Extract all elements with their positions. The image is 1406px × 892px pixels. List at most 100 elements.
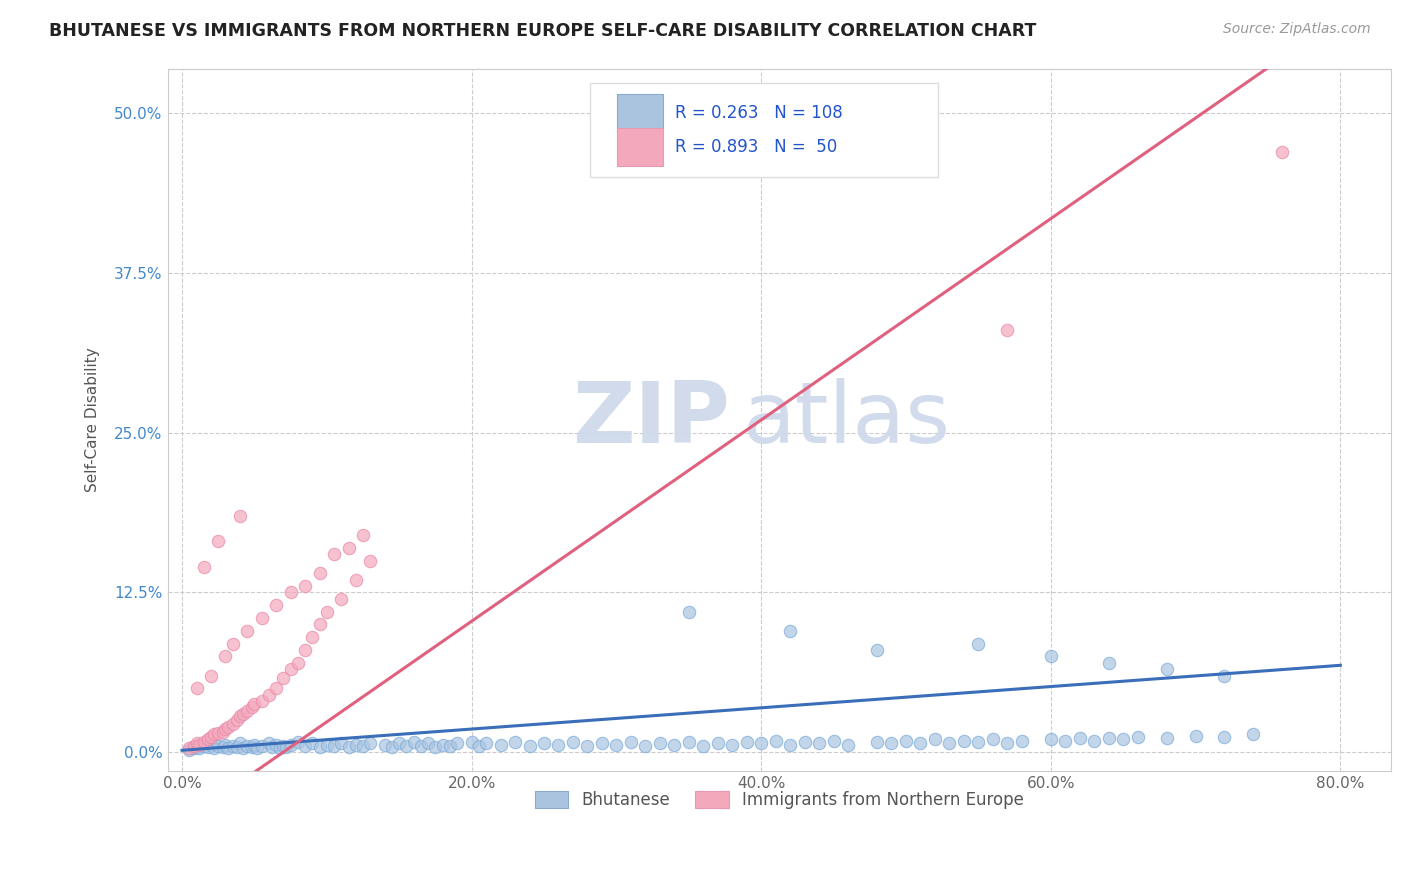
Point [337,740,360,755]
Point [202,727,225,741]
Point [294,739,316,753]
Point [1184,729,1206,743]
Point [1156,662,1178,676]
Point [276,740,298,755]
Point [460,735,482,749]
Point [439,739,461,753]
Point [200,730,222,744]
Point [200,738,222,752]
Point [1083,733,1105,747]
Point [323,739,346,753]
Point [183,739,205,753]
Point [193,739,215,753]
Text: atlas: atlas [742,378,950,461]
Point [207,534,229,549]
Point [214,649,236,664]
Point [222,717,245,731]
Point [280,738,302,752]
Point [503,735,526,749]
FancyBboxPatch shape [589,83,938,178]
Point [352,528,374,542]
Point [214,722,236,736]
Point [226,713,249,727]
Point [211,740,233,755]
Point [352,739,374,753]
Text: R = 0.263   N = 108: R = 0.263 N = 108 [675,103,844,122]
Point [1039,649,1062,664]
Point [519,739,541,753]
Point [264,599,287,613]
Point [197,732,219,747]
Text: R = 0.893   N =  50: R = 0.893 N = 50 [675,137,838,155]
Point [880,736,903,750]
Point [409,739,432,753]
Point [381,740,404,755]
Point [257,736,280,750]
Point [294,643,316,657]
Legend: Bhutanese, Immigrants from Northern Europe: Bhutanese, Immigrants from Northern Euro… [529,784,1031,816]
Point [186,681,208,696]
FancyBboxPatch shape [617,128,664,166]
Point [200,668,222,682]
Point [236,704,259,718]
Point [894,733,917,747]
Point [1156,731,1178,746]
Point [214,738,236,752]
Point [287,735,309,749]
Point [1011,733,1033,747]
Point [721,738,744,752]
Point [359,553,381,567]
Point [576,739,599,753]
Text: BHUTANESE VS IMMIGRANTS FROM NORTHERN EUROPE SELF-CARE DISABILITY CORRELATION CH: BHUTANESE VS IMMIGRANTS FROM NORTHERN EU… [49,22,1036,40]
Point [678,605,700,619]
Point [250,739,273,753]
Point [207,739,229,753]
Point [374,738,396,752]
Point [793,735,815,749]
Point [269,741,291,756]
Point [967,735,990,749]
Point [634,739,657,753]
Point [232,706,254,721]
Point [779,624,801,638]
Point [938,736,960,750]
Point [193,735,215,749]
Point [188,741,211,756]
FancyBboxPatch shape [617,94,664,132]
Point [280,662,302,676]
Point [359,736,381,750]
Point [735,735,758,749]
Point [186,736,208,750]
Point [229,709,252,723]
Point [648,736,671,750]
Point [236,739,259,753]
Point [246,741,269,756]
Point [260,740,283,755]
Point [193,560,215,574]
Point [222,739,245,753]
Point [692,739,714,753]
Point [1126,730,1149,744]
Point [562,735,585,749]
Point [402,735,425,749]
Point [232,741,254,756]
Point [1054,733,1077,747]
Point [967,637,990,651]
Point [1112,732,1135,747]
Point [489,738,512,752]
Point [808,736,831,750]
Point [475,736,498,750]
Point [1069,731,1091,746]
Point [323,547,346,561]
Point [308,566,330,581]
Point [1213,668,1236,682]
Point [243,738,266,752]
Point [287,656,309,670]
Point [315,738,337,752]
Point [301,736,323,750]
Point [308,740,330,755]
Point [953,733,976,747]
Point [186,740,208,755]
Point [240,700,263,714]
Point [222,637,245,651]
